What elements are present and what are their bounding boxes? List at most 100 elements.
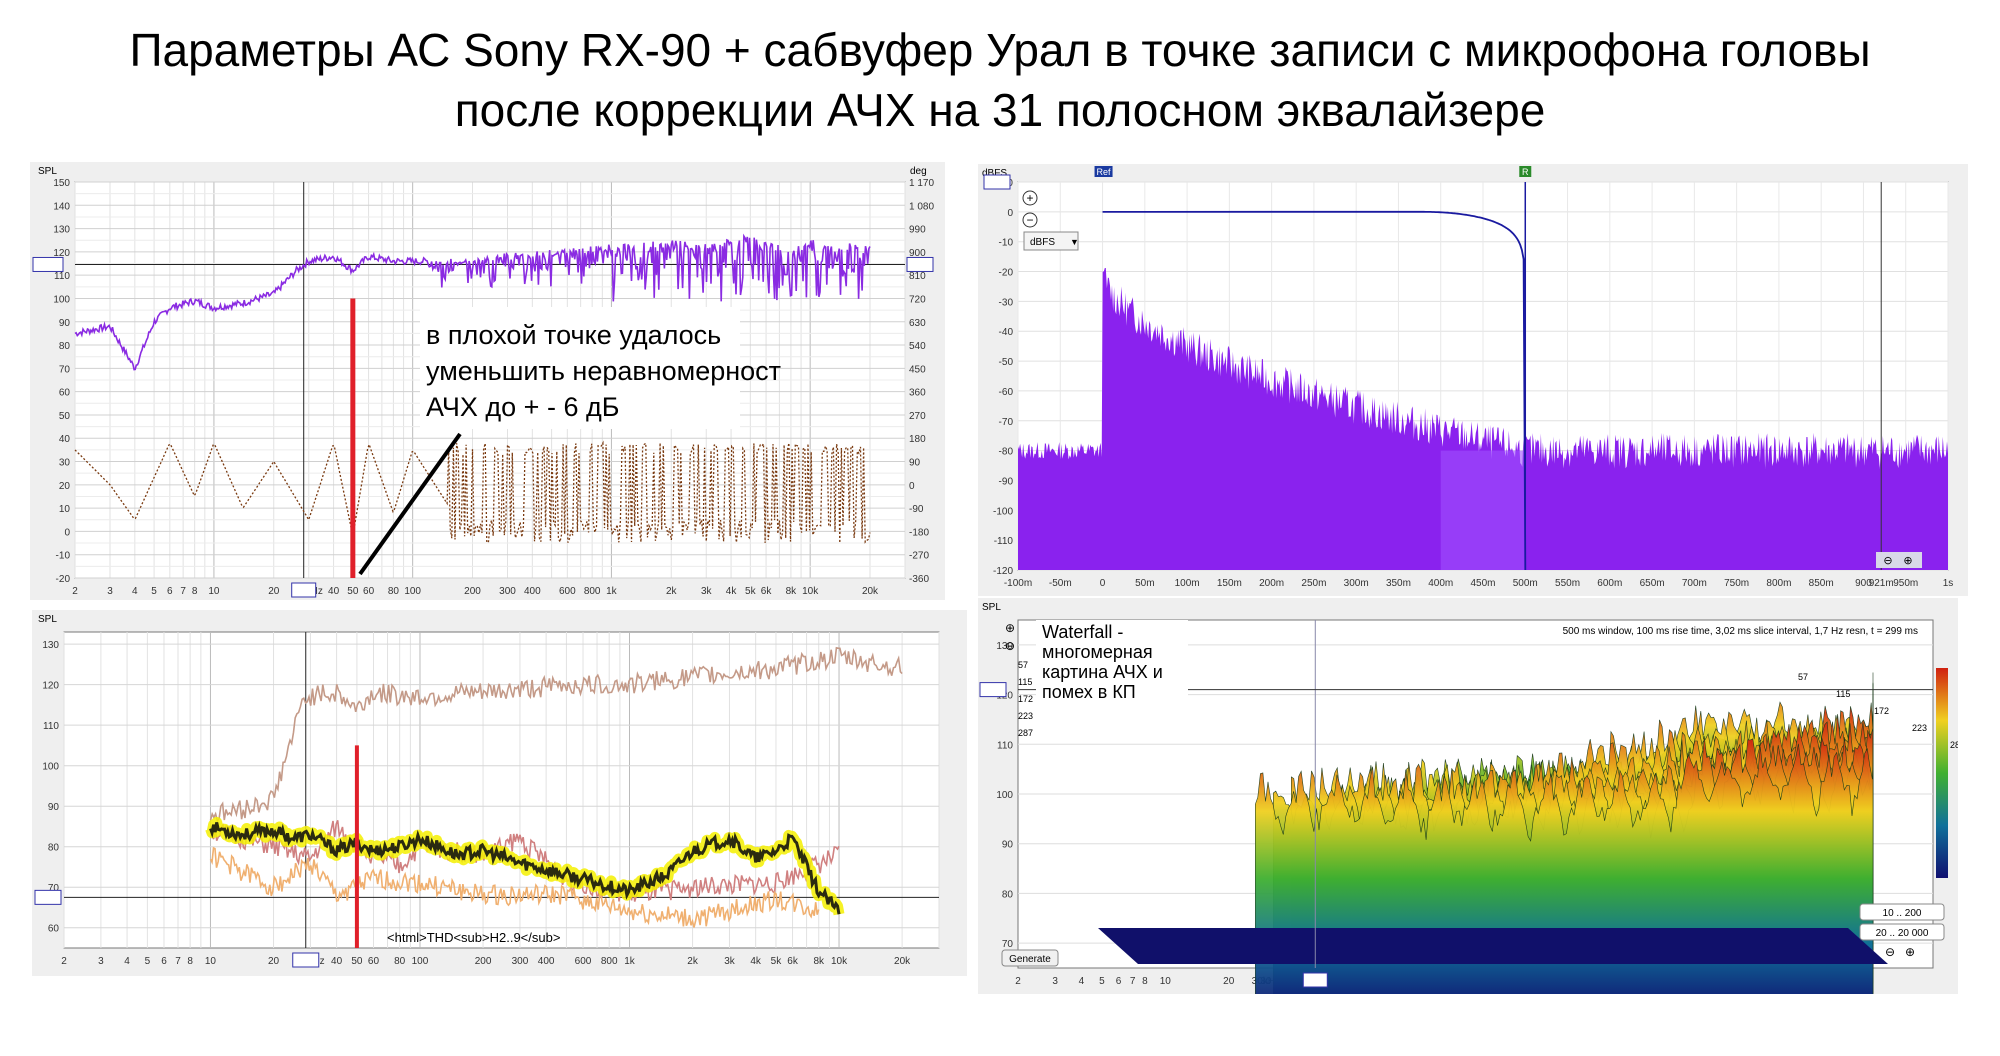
- ir-x-tick: 1s: [1943, 578, 1954, 589]
- fr-annotation-arrow: [358, 432, 462, 576]
- wf-depth-tick-left: 115: [1018, 677, 1032, 687]
- fr-y2-tick: 1 080: [909, 201, 934, 212]
- chevron-down-icon: ▼: [1070, 237, 1079, 247]
- ir-ymax-box: [983, 174, 1011, 190]
- wf-x-tick: 8: [1142, 976, 1148, 987]
- fr-y-tick: 110: [54, 271, 70, 282]
- fr-cursor-y2-box: [906, 256, 934, 272]
- wf-y-tick: 130: [996, 641, 1013, 652]
- dist-x-tick: 60: [368, 956, 380, 967]
- ir-x-tick: 100m: [1175, 578, 1200, 589]
- ir-window-curve: [1102, 210, 1527, 571]
- ir-y-tick: -110: [994, 536, 1014, 547]
- fr-y-tick: 40: [59, 434, 71, 445]
- dist-x-tick: 5: [145, 956, 151, 967]
- dist-x-tick: 200: [475, 956, 492, 967]
- ir-y-tick: -30: [999, 297, 1014, 308]
- fr-y2-tick: 720: [909, 294, 926, 305]
- ir-x-tick: 650m: [1640, 578, 1665, 589]
- ir-y-tick: -10: [999, 238, 1014, 249]
- wf-y-tick: 110: [997, 740, 1013, 751]
- ir-y-tick: -80: [999, 447, 1014, 458]
- fr-y-axis-label: SPL: [38, 166, 57, 177]
- wf-range2-label: 20 .. 20 000: [1876, 928, 1929, 939]
- dist-x-tick: 6k: [787, 956, 799, 967]
- wf-annotation-line: многомерная: [1042, 642, 1153, 662]
- fr-y2-tick: -180: [909, 527, 929, 538]
- fr-x-tick: 4: [132, 586, 138, 597]
- zoom-out-glyph: −: [1026, 213, 1033, 227]
- fr-y2-tick: -270: [909, 551, 929, 562]
- dist-cursor-x-box: [292, 952, 320, 968]
- zoom-out-icon[interactable]: ⊖: [1885, 945, 1895, 959]
- ir-x-tick: 300m: [1344, 578, 1369, 589]
- wf-x-tick: 2: [1015, 976, 1021, 987]
- dist-x-tick: 400: [538, 956, 555, 967]
- dist-x-tick: 100: [412, 956, 429, 967]
- wf-range2-button[interactable]: [1859, 923, 1945, 941]
- ir-x-tick: 900: [1855, 578, 1872, 589]
- fr-y2-tick: 90: [909, 458, 921, 469]
- ir-ref-label: Ref: [1097, 167, 1112, 177]
- fr-x-tick: 800: [584, 586, 601, 597]
- ir-x-tick: 800m: [1766, 578, 1791, 589]
- fr-x-tick: 5: [151, 586, 157, 597]
- zoom-out-icon[interactable]: ⊖: [1883, 555, 1892, 567]
- fr-annotation-line: в плохой точке удалось: [426, 320, 721, 350]
- wf-generate-button[interactable]: [1001, 949, 1059, 967]
- fr-y-tick: 10: [59, 504, 71, 515]
- dist-x-tick: 8k: [813, 956, 825, 967]
- zoom-out-icon[interactable]: [1022, 212, 1038, 228]
- dist-y-tick: 100: [42, 762, 59, 773]
- wf-header: 500 ms window, 100 ms rise time, 3,02 ms…: [1563, 626, 1918, 637]
- fr-y-tick: 120: [53, 248, 70, 259]
- ir-unit-select[interactable]: [1023, 231, 1079, 251]
- dist-x-tick: 6: [161, 956, 167, 967]
- wf-y-tick: 80: [1002, 889, 1014, 900]
- ir-r-label: R: [1522, 167, 1529, 177]
- fr-y2-tick: 540: [909, 341, 926, 352]
- dist-x-tick: 10: [205, 956, 217, 967]
- fr-series-phase: [74, 440, 871, 545]
- ir-y-axis-label: dBFS: [982, 168, 1007, 179]
- fr-y-tick: 50: [59, 411, 71, 422]
- dist-y-tick: 90: [48, 802, 60, 813]
- dist-x-tick: 2: [61, 956, 67, 967]
- ir-x-tick: 400m: [1428, 578, 1453, 589]
- ir-x-tick: 750m: [1724, 578, 1749, 589]
- fr-x-tick: 60: [363, 586, 375, 597]
- fr-y-tick: 30: [59, 458, 71, 469]
- wf-floor: [1098, 928, 1888, 964]
- ir-x-tick: 200m: [1259, 578, 1284, 589]
- ir-impulse-area: [1018, 268, 1948, 570]
- fr-y-tick: -10: [56, 551, 71, 562]
- dist-x-tick: 4: [124, 956, 130, 967]
- fr-y-tick: 80: [59, 341, 71, 352]
- ir-y-tick: -20: [999, 268, 1014, 279]
- fr-annotation-line: АЧХ до + - 6 дБ: [426, 392, 619, 422]
- wf-range1-label: 10 .. 200: [1883, 908, 1922, 919]
- zoom-in-icon[interactable]: ⊕: [1903, 555, 1912, 567]
- dist-x-tick: 20: [268, 956, 280, 967]
- zoom-in-icon[interactable]: [1022, 190, 1038, 206]
- fr-annotation-line: уменьшить неравномерност: [426, 356, 781, 386]
- ir-r-marker: [1519, 166, 1532, 177]
- dist-y-axis-label: SPL: [38, 614, 57, 625]
- dist-y-tick: 120: [42, 681, 59, 692]
- zoom-in-icon[interactable]: ⊕: [1005, 621, 1015, 635]
- ir-x-tick: 850m: [1809, 578, 1834, 589]
- fr-x-tick: 80: [388, 586, 400, 597]
- zoom-in-icon[interactable]: ⊕: [1905, 945, 1915, 959]
- zoom-out-icon[interactable]: ⊖: [1005, 639, 1015, 653]
- wf-y-tick: 70: [1002, 939, 1014, 950]
- fr-y2-tick: 180: [909, 434, 926, 445]
- fr-y2-tick: 810: [909, 271, 926, 282]
- wf-x-tick: 10: [1160, 976, 1172, 987]
- wf-x-tick: 6: [1116, 976, 1122, 987]
- dist-x-tick: 1k: [624, 956, 636, 967]
- fr-x-tick: 8k: [786, 586, 798, 597]
- dist-y-tick: 110: [43, 721, 59, 732]
- wf-range1-button[interactable]: [1859, 903, 1945, 921]
- fr-y2-tick: 630: [909, 318, 926, 329]
- fr-x-tick: 300: [499, 586, 516, 597]
